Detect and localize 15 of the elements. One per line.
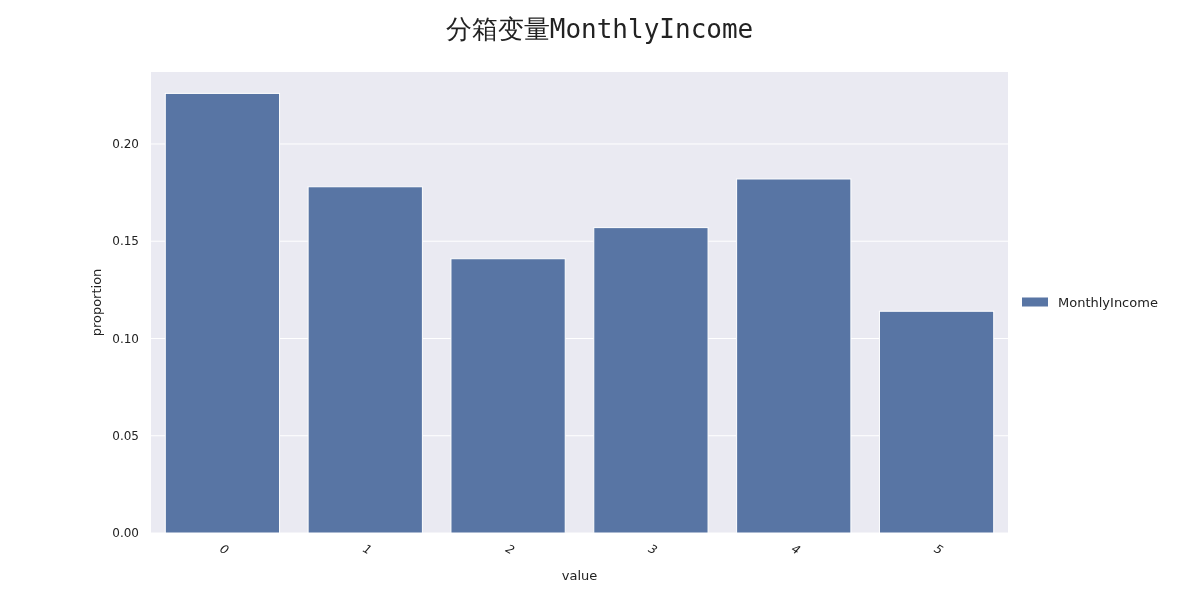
y-tick-label: 0.00 [112, 526, 139, 541]
chart-title: 分箱变量MonthlyIncome [445, 14, 754, 44]
x-tick-label: 0 [217, 541, 232, 558]
y-axis-title: proportion [89, 268, 104, 337]
y-tick-label: 0.15 [112, 234, 139, 249]
y-tick-label: 0.20 [112, 137, 139, 152]
x-tick-label: 4 [788, 541, 803, 558]
x-tick-label: 2 [503, 541, 517, 558]
x-axis-title: value [561, 568, 598, 583]
y-tick-label: 0.05 [112, 428, 139, 443]
y-tick-label: 0.10 [112, 331, 139, 346]
x-tick-label: 5 [931, 541, 946, 558]
x-tick-label: 1 [360, 541, 375, 558]
x-tick-label: 3 [646, 541, 660, 558]
text: MonthlyIncome [1058, 295, 1158, 311]
